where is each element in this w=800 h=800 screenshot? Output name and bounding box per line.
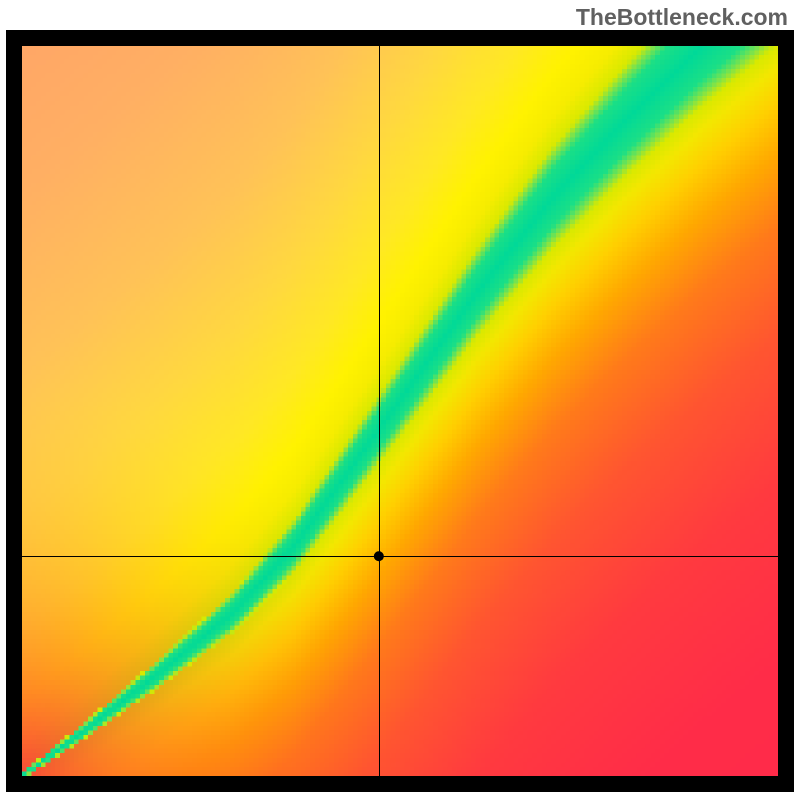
crosshair-overlay [22, 46, 778, 776]
watermark-text: TheBottleneck.com [576, 4, 788, 31]
heatmap-plot-area [22, 46, 778, 776]
